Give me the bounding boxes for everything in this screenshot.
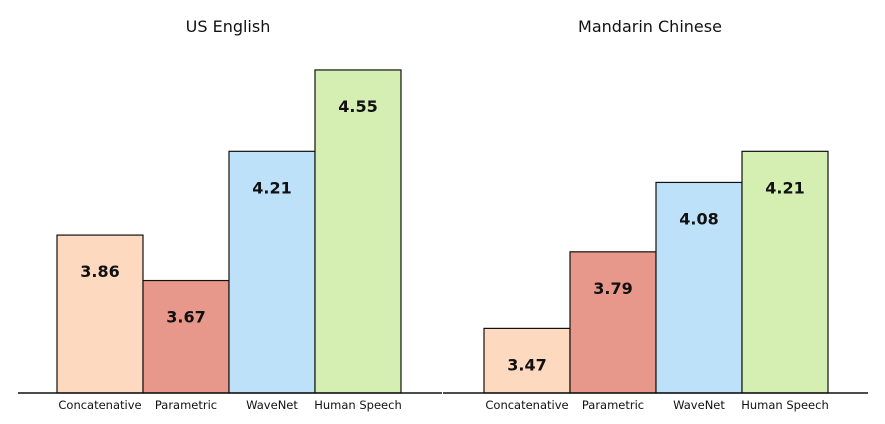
data-label: 4.55 <box>338 97 377 116</box>
x-tick-label: WaveNet <box>246 398 298 412</box>
x-tick-label: Concatenative <box>58 398 141 412</box>
bar-parametric <box>569 251 657 394</box>
data-label: 3.47 <box>507 355 546 374</box>
data-label: 3.67 <box>166 308 205 327</box>
data-label: 3.86 <box>80 262 119 281</box>
bar-wavenet <box>228 150 316 394</box>
x-tick-label: WaveNet <box>673 398 725 412</box>
x-tick-label: Human Speech <box>314 398 402 412</box>
chart-title: Mandarin Chinese <box>578 17 722 36</box>
x-tick-label: Concatenative <box>485 398 568 412</box>
chart-mandarin-chinese: Mandarin Chinese 3.47 Concatenative 3.79 Pa… <box>443 17 868 412</box>
data-label: 4.08 <box>679 209 718 228</box>
data-label: 4.21 <box>252 178 291 197</box>
x-tick-label: Parametric <box>155 398 217 412</box>
bar-concatenative <box>56 234 144 394</box>
bar-concatenative <box>483 327 571 394</box>
data-label: 4.21 <box>765 178 804 197</box>
x-tick-label: Human Speech <box>741 398 829 412</box>
bar-parametric <box>142 279 230 394</box>
chart-title: US English <box>186 17 271 36</box>
bar-human-speech <box>741 150 829 394</box>
x-tick-label: Parametric <box>582 398 644 412</box>
bar-human-speech <box>314 69 402 394</box>
chart-us-english: US English 3.86 Concatenative 3.67 Parametr… <box>18 17 442 412</box>
data-label: 3.79 <box>593 279 632 298</box>
